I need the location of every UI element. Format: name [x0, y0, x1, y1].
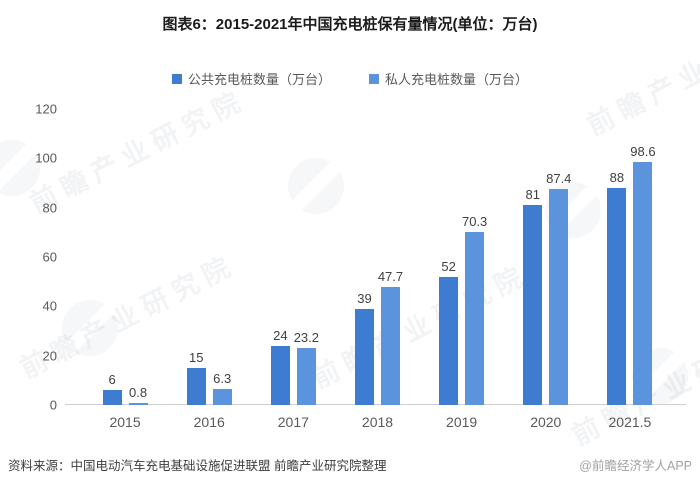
x-axis-label: 2019 [446, 414, 478, 430]
bar-group-2020: 81 87.4 2020 [523, 171, 571, 430]
bar-private-2016: 6.3 [212, 371, 232, 405]
bar-group-2017: 24 23.2 2017 [270, 328, 319, 430]
value-label: 39 [357, 290, 372, 306]
bar-group-2016: 15 6.3 2016 [186, 350, 232, 430]
chart-title: 图表6：2015-2021年中国充电桩保有量情况(单位：万台) [162, 16, 538, 33]
y-tick-label: 120 [35, 101, 57, 117]
bar-public-2020: 81 [523, 187, 543, 405]
legend: 公共充电桩数量（万台） 私人充电桩数量（万台） [0, 69, 700, 88]
legend-label-private: 私人充电桩数量（万台） [385, 72, 529, 87]
bar-public-2019: 52 [439, 259, 459, 405]
y-tick-label: 20 [42, 348, 57, 364]
bar-public-2016: 15 [186, 350, 206, 405]
y-axis: 0 20 40 60 80 100 120 [0, 102, 57, 413]
legend-item-private: 私人充电桩数量（万台） [369, 69, 528, 88]
value-label: 0.8 [129, 385, 148, 400]
bar-private-2020: 87.4 [546, 171, 571, 405]
value-label: 6 [108, 372, 116, 388]
y-tick-label: 40 [42, 298, 57, 314]
y-tick-label: 100 [35, 150, 57, 166]
bar-group-2018: 39 47.7 2018 [354, 269, 403, 430]
value-label: 98.6 [630, 143, 656, 159]
bar-public-2021.5: 88 [607, 170, 627, 405]
y-tick-label: 0 [49, 397, 57, 413]
bar-public-2017: 24 [270, 328, 290, 405]
value-label: 6.3 [213, 371, 232, 387]
y-tick-label: 80 [42, 200, 57, 216]
value-label: 87.4 [546, 171, 572, 187]
source-note: 资料来源：中国电动汽车充电基础设施促进联盟 前瞻产业研究院整理 [8, 459, 387, 473]
value-label: 24 [273, 327, 288, 343]
value-label: 81 [525, 187, 540, 203]
bar-private-2017: 23.2 [294, 330, 319, 405]
value-label: 88 [609, 169, 625, 185]
legend-swatch-public [171, 73, 182, 84]
value-label: 47.7 [377, 269, 404, 285]
value-label: 70.3 [461, 213, 488, 229]
x-axis-line [65, 404, 686, 405]
value-label: 52 [441, 258, 456, 274]
legend-swatch-private [369, 73, 379, 84]
bar-group-2015: 6 0.8 2015 [102, 372, 148, 430]
footer: 资料来源：中国电动汽车充电基础设施促进联盟 前瞻产业研究院整理 @前瞻经济学人A… [8, 455, 692, 474]
bar-private-2018: 47.7 [378, 269, 403, 405]
legend-item-public: 公共充电桩数量（万台） [171, 69, 331, 88]
x-axis-label: 2016 [193, 414, 225, 430]
bar-private-2021.5: 98.6 [630, 144, 656, 405]
value-label: 23.2 [293, 329, 319, 345]
bar-public-2018: 39 [354, 291, 374, 405]
x-axis-label: 2021.5 [608, 414, 652, 430]
value-label: 15 [188, 350, 204, 365]
bar-group-2021.5: 88 98.6 2021.5 [607, 144, 656, 430]
bar-private-2015: 0.8 [128, 385, 148, 405]
credit-note: @前瞻经济学人APP [579, 459, 692, 473]
plot-region: 0 20 40 60 80 100 120 6 0.8 2015 15 6.3 2016 24 23.2 2… [0, 102, 700, 430]
bar-group-2019: 52 70.3 2019 [439, 214, 487, 430]
plot-area: 6 0.8 2015 15 6.3 2016 24 23.2 2017 39 47.7 2018 52 7… [83, 109, 672, 430]
bar-private-2019: 70.3 [462, 214, 487, 405]
x-axis-label: 2020 [530, 414, 562, 430]
bar-public-2015: 6 [102, 372, 122, 405]
x-axis-label: 2017 [277, 414, 309, 430]
x-axis-label: 2015 [109, 414, 141, 430]
legend-label-public: 公共充电桩数量（万台） [187, 72, 331, 87]
y-tick-label: 60 [42, 249, 57, 265]
x-axis-label: 2018 [361, 414, 394, 430]
